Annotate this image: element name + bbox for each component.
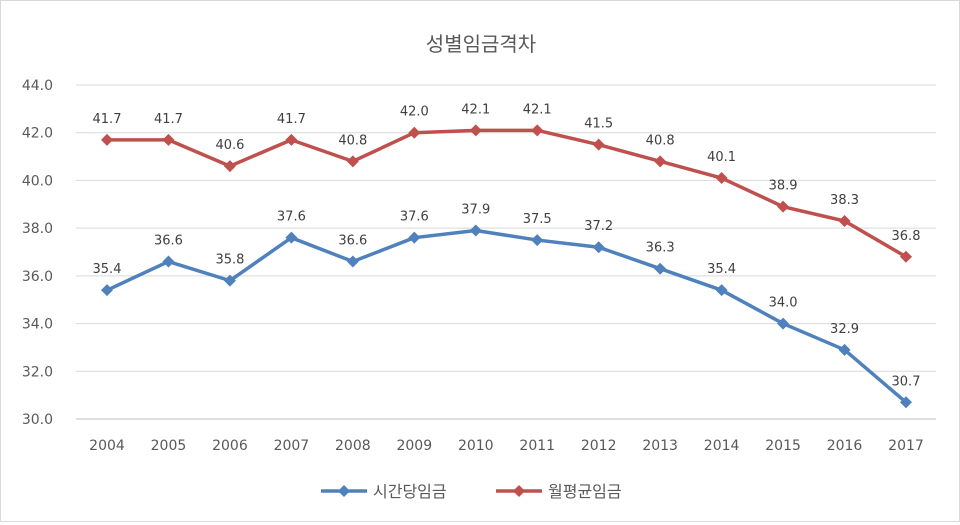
data-label: 42.0 xyxy=(400,105,429,120)
data-label: 42.1 xyxy=(523,102,552,117)
data-label: 36.3 xyxy=(646,241,675,256)
data-point xyxy=(469,224,482,237)
legend-marker xyxy=(513,485,525,497)
data-point xyxy=(777,200,790,213)
x-tick-label: 2010 xyxy=(458,438,494,454)
data-point xyxy=(838,214,851,227)
x-tick-label: 2016 xyxy=(827,438,863,454)
data-point xyxy=(900,250,912,263)
data-label: 41.5 xyxy=(584,117,613,132)
data-point xyxy=(162,255,175,268)
data-label: 41.7 xyxy=(154,112,183,127)
data-label: 38.3 xyxy=(830,193,859,208)
x-tick-label: 2011 xyxy=(519,438,555,454)
x-tick-label: 2007 xyxy=(274,438,310,454)
x-tick-label: 2006 xyxy=(212,438,248,454)
data-label: 37.6 xyxy=(400,210,429,225)
y-tick-label: 44.0 xyxy=(22,78,53,94)
data-label: 41.7 xyxy=(277,112,306,127)
data-label: 34.0 xyxy=(769,296,798,311)
data-point xyxy=(223,160,236,173)
y-tick-label: 38.0 xyxy=(22,221,53,237)
data-label: 35.4 xyxy=(707,262,736,277)
data-point xyxy=(715,284,728,297)
data-point xyxy=(531,124,544,137)
data-point xyxy=(285,133,298,146)
data-label: 35.4 xyxy=(93,262,122,277)
x-tick-label: 2014 xyxy=(704,438,740,454)
data-point xyxy=(838,343,851,356)
data-point xyxy=(346,255,359,268)
data-label: 41.7 xyxy=(93,112,122,127)
data-label: 36.8 xyxy=(892,229,921,244)
legend-marker xyxy=(338,485,350,497)
data-label: 37.6 xyxy=(277,210,306,225)
x-tick-label: 2004 xyxy=(89,438,125,454)
x-tick-label: 2013 xyxy=(642,438,678,454)
data-point xyxy=(469,124,482,137)
data-point xyxy=(777,317,790,330)
data-label: 42.1 xyxy=(461,102,490,117)
y-tick-label: 30.0 xyxy=(22,412,53,428)
data-label: 37.9 xyxy=(461,203,490,218)
y-tick-label: 42.0 xyxy=(22,126,53,142)
x-tick-label: 2012 xyxy=(581,438,617,454)
data-point xyxy=(715,172,728,185)
data-label: 37.5 xyxy=(523,212,552,227)
data-point xyxy=(531,234,544,247)
data-label: 35.8 xyxy=(215,253,244,268)
data-label: 36.6 xyxy=(154,234,183,249)
x-tick-label: 2008 xyxy=(335,438,371,454)
series-line xyxy=(106,228,908,404)
data-point xyxy=(408,126,421,139)
data-label: 30.7 xyxy=(892,374,921,389)
data-point xyxy=(654,262,667,275)
x-tick-label: 2005 xyxy=(151,438,187,454)
data-label: 40.8 xyxy=(338,133,367,148)
data-label: 40.1 xyxy=(707,150,736,165)
data-point xyxy=(408,231,421,244)
data-label: 32.9 xyxy=(830,322,859,337)
data-label: 36.6 xyxy=(338,234,367,249)
x-tick-label: 2017 xyxy=(888,438,924,454)
y-tick-label: 40.0 xyxy=(22,173,53,189)
data-point xyxy=(900,396,912,409)
data-label: 38.9 xyxy=(769,179,798,194)
data-point xyxy=(346,155,359,168)
data-point xyxy=(592,241,605,254)
data-point xyxy=(101,133,113,146)
x-tick-label: 2015 xyxy=(765,438,801,454)
data-label: 40.8 xyxy=(646,133,675,148)
y-tick-label: 32.0 xyxy=(22,364,53,380)
y-tick-label: 34.0 xyxy=(22,317,53,333)
data-point xyxy=(592,138,605,151)
data-label: 40.6 xyxy=(215,138,244,153)
data-label: 37.2 xyxy=(584,219,613,234)
data-point xyxy=(101,284,113,297)
legend-label: 월평균임금 xyxy=(548,482,622,501)
legend-label: 시간당임금 xyxy=(373,482,447,501)
data-point xyxy=(654,155,667,168)
data-point xyxy=(223,274,236,287)
data-point xyxy=(285,231,298,244)
series-line xyxy=(107,128,907,259)
data-point xyxy=(162,133,175,146)
chart-title: 성별임금격차 xyxy=(426,32,536,56)
y-tick-label: 36.0 xyxy=(22,269,53,285)
x-tick-label: 2009 xyxy=(396,438,432,454)
